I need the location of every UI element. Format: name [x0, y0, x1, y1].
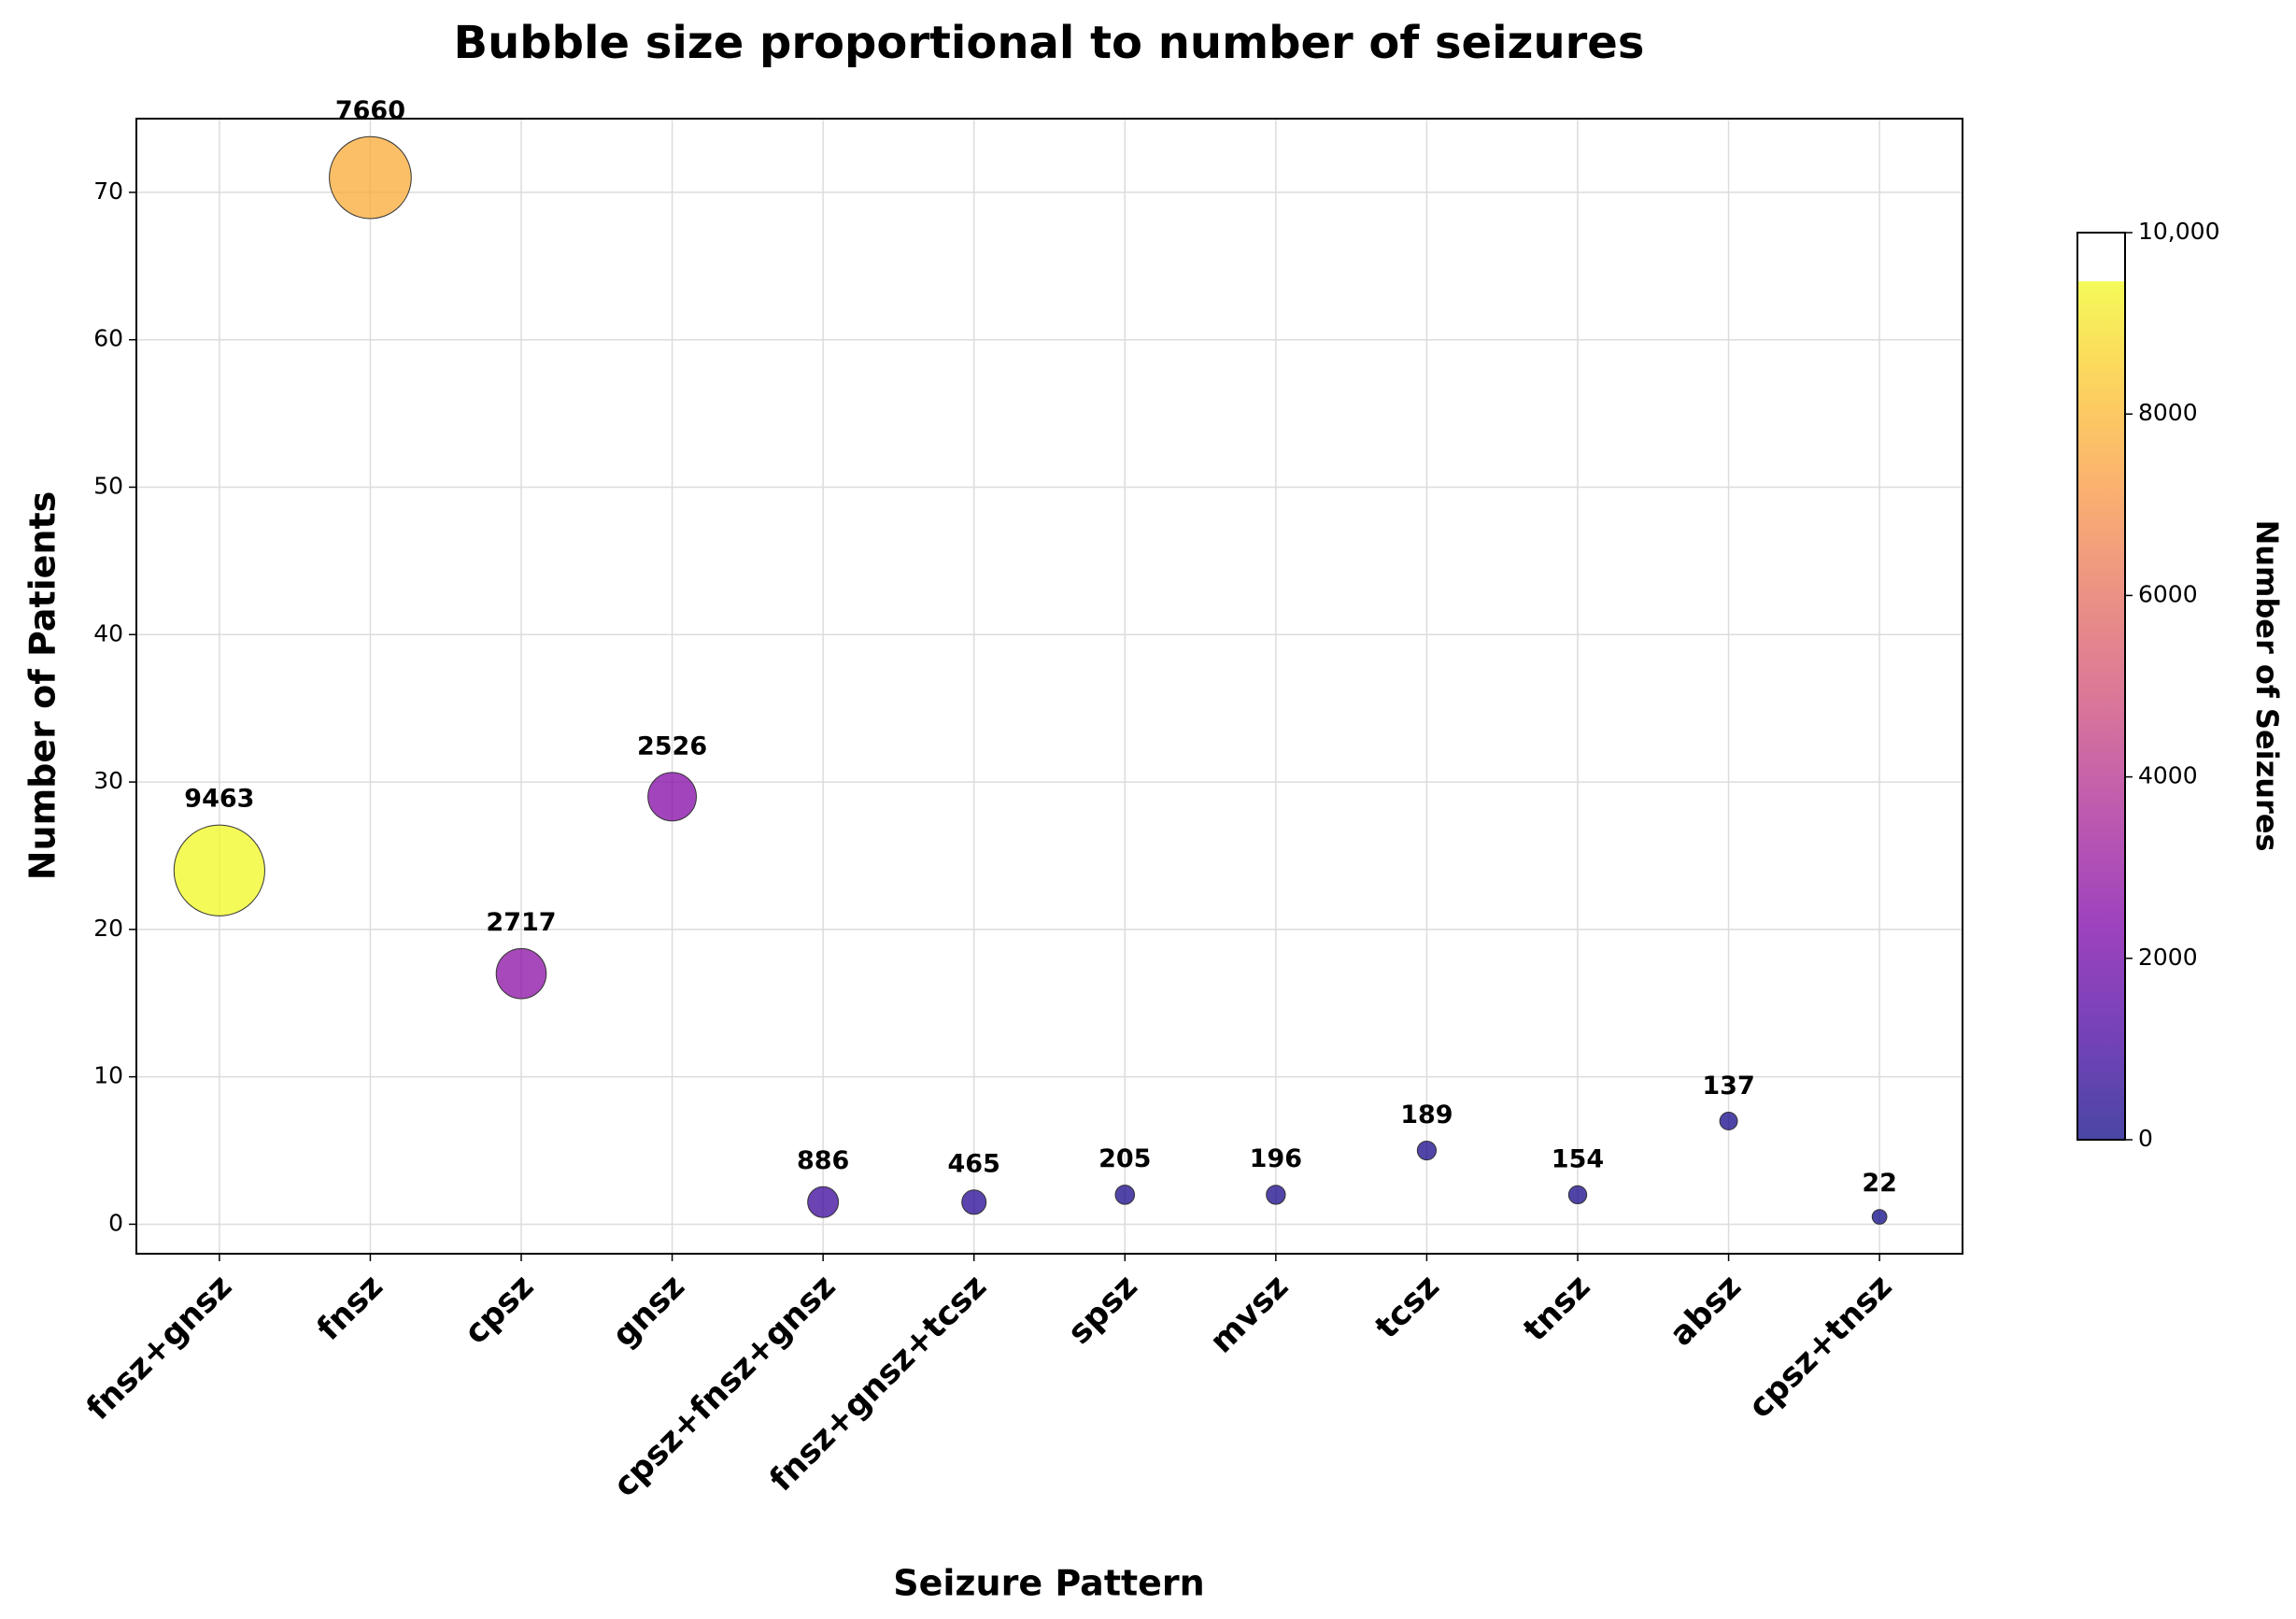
x-tick-label: spsz	[1061, 1268, 1145, 1352]
data-label: 465	[948, 1149, 1000, 1178]
x-tick-label: tcsz	[1368, 1268, 1447, 1346]
data-label: 2717	[486, 908, 556, 937]
data-label: 2526	[637, 731, 707, 760]
y-tick-label: 60	[93, 325, 123, 352]
y-tick-label: 10	[93, 1062, 123, 1089]
x-tick-label: mvsz	[1203, 1268, 1296, 1360]
bubble	[647, 772, 697, 822]
data-label: 22	[1862, 1169, 1897, 1198]
bubble	[1266, 1185, 1286, 1205]
colorbar-tick-label: 4000	[2138, 762, 2198, 789]
y-tick-label: 20	[93, 915, 123, 942]
y-tick-label: 40	[93, 619, 123, 646]
colorbar	[2077, 281, 2125, 1140]
y-tick-label: 0	[108, 1209, 123, 1236]
colorbar-frame	[2076, 232, 2126, 1141]
x-tick-label: cpsz+tnsz	[1741, 1268, 1899, 1426]
colorbar-label: Number of Seizures	[2249, 519, 2285, 851]
y-tick-label: 70	[93, 178, 123, 205]
bubble	[1719, 1112, 1738, 1130]
x-tick-label: cpsz	[458, 1268, 542, 1352]
data-label: 886	[797, 1146, 849, 1175]
data-label: 205	[1098, 1144, 1151, 1173]
x-tick-label: fnsz+gnsz	[79, 1268, 239, 1427]
bubble	[807, 1186, 840, 1218]
data-label: 189	[1400, 1101, 1453, 1129]
bubble	[1871, 1209, 1888, 1225]
colorbar-tick-label: 10,000	[2138, 218, 2219, 245]
data-label: 7660	[335, 96, 405, 125]
data-label: 9463	[184, 785, 254, 814]
colorbar-tick-label: 6000	[2138, 580, 2198, 607]
data-label: 154	[1552, 1145, 1604, 1174]
bubble	[329, 135, 412, 220]
bubble	[1567, 1185, 1588, 1205]
bubble	[173, 824, 265, 916]
bubble	[961, 1189, 987, 1215]
colorbar-tick-label: 0	[2138, 1125, 2153, 1152]
plot-frame	[135, 118, 1963, 1255]
y-tick-label: 30	[93, 767, 123, 794]
data-label: 196	[1250, 1144, 1302, 1173]
x-tick-label: absz	[1663, 1268, 1749, 1354]
bubble	[1114, 1185, 1136, 1205]
data-label: 137	[1702, 1072, 1754, 1101]
bubble	[1416, 1140, 1438, 1161]
x-tick-label: gnsz	[605, 1268, 692, 1355]
y-axis-label: Number of Patients	[22, 491, 64, 881]
x-tick-label: fnsz	[310, 1268, 390, 1348]
colorbar-tick-label: 8000	[2138, 399, 2198, 426]
y-tick-label: 50	[93, 472, 123, 499]
colorbar-tick-label: 2000	[2138, 944, 2198, 971]
x-axis-label: Seizure Pattern	[893, 1563, 1204, 1604]
chart-title: Bubble size proportional to number of se…	[454, 17, 1645, 69]
bubble	[495, 947, 547, 1000]
x-tick-label: tnsz	[1517, 1268, 1598, 1349]
